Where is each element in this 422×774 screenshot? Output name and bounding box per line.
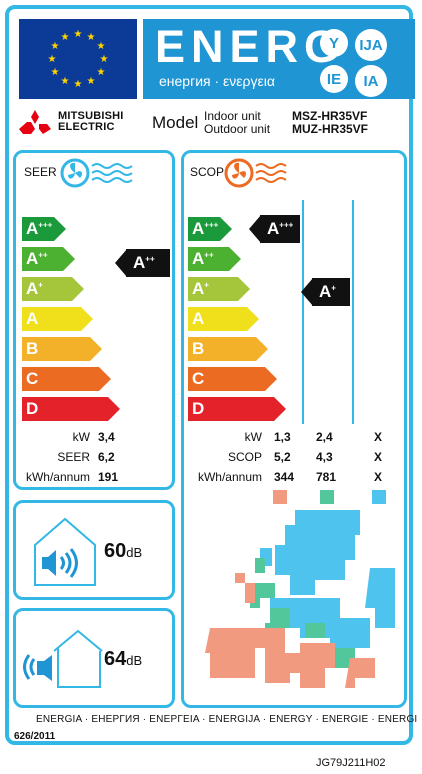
svg-text:★: ★ xyxy=(61,76,70,87)
europe-climate-map xyxy=(205,510,395,688)
energy-banner: ENERG енергия · ενεργεια Y IJA IE IA xyxy=(143,19,415,99)
model-ids: MSZ-HR35VF MUZ-HR35VF xyxy=(292,110,368,136)
scop-rating-warm: A+++ xyxy=(249,215,300,243)
svg-text:★: ★ xyxy=(87,76,96,87)
seer-class-bar: B xyxy=(22,337,102,361)
mitsubishi-diamonds-icon xyxy=(19,110,51,134)
scop-row-scop-label: SCOP xyxy=(227,450,262,464)
scop-class-bar: A++ xyxy=(188,247,241,271)
svg-text:★: ★ xyxy=(51,67,60,78)
energy-title: ENERG xyxy=(155,21,346,72)
scop-row-kw-label: kW xyxy=(244,430,262,444)
lang-badge-ia: IA xyxy=(355,65,387,97)
scop-panel xyxy=(181,150,407,708)
indoor-speaker-icon xyxy=(34,517,96,586)
seer-title: SEER xyxy=(24,165,57,179)
scop-class-bar: A xyxy=(188,307,259,331)
scop-class-bar: D xyxy=(188,397,286,421)
svg-text:★: ★ xyxy=(74,29,83,40)
lang-badge-y: Y xyxy=(320,29,348,57)
seer-panel xyxy=(13,150,175,490)
svg-text:★: ★ xyxy=(100,54,109,65)
eu-flag: ★ ★ ★ ★ ★ ★ ★ ★ ★ ★ ★ ★ xyxy=(19,19,137,99)
indoor-noise-value: 60dB xyxy=(104,540,143,562)
energy-header: ★ ★ ★ ★ ★ ★ ★ ★ ★ ★ ★ ★ ENERG енергия · ενεργεια… xyxy=(11,11,415,99)
scop-kw-average: 2,4 xyxy=(316,430,333,444)
label-code: JG79J211H02 xyxy=(316,757,386,769)
cooling-fan-icon xyxy=(60,158,133,188)
scop-title: SCOP xyxy=(190,165,225,179)
scop-divider-1 xyxy=(302,200,304,424)
energy-subtitle: енергия · ενεργεια xyxy=(159,73,275,89)
label-frame xyxy=(5,5,413,745)
brand-logo: MITSUBISHI ELECTRIC xyxy=(18,110,138,138)
zone-colder-swatch xyxy=(372,490,386,504)
outdoor-model-id: MUZ-HR35VF xyxy=(292,122,369,136)
lang-badge-ija: IJA xyxy=(355,29,387,61)
seer-row-annual-label: kWh/annum xyxy=(25,470,90,484)
scop-divider-2 xyxy=(352,200,354,424)
seer-class-bar: A+++ xyxy=(22,217,66,241)
seer-row-kw-label: kW xyxy=(72,430,90,444)
svg-text:★: ★ xyxy=(74,79,83,90)
seer-row-seer-label: SEER xyxy=(57,450,90,464)
unit-labels: Indoor unit Outdoor unit xyxy=(204,109,271,136)
regulation-number: 626/2011 xyxy=(14,731,56,742)
scop-value-average: 4,3 xyxy=(316,450,333,464)
seer-row-seer-value: 6,2 xyxy=(98,450,115,464)
heating-sun-icon xyxy=(224,158,287,188)
indoor-model-id: MSZ-HR35VF xyxy=(292,109,368,123)
scop-row-annual-label: kWh/annum xyxy=(197,470,262,484)
scop-rating-average: A+ xyxy=(301,278,350,306)
seer-class-bar: A++ xyxy=(22,247,75,271)
seer-class-bar: C xyxy=(22,367,111,391)
scop-kw-warm: 1,3 xyxy=(274,430,291,444)
scop-kw-colder: X xyxy=(374,430,383,444)
svg-text:★: ★ xyxy=(51,41,60,52)
zone-average-swatch xyxy=(320,490,334,504)
footer-languages: ENERGIA · ЕНЕРГИЯ · ΕΝΕΡΓΕΙΑ · ENERGIJA … xyxy=(36,714,418,725)
scop-class-bar: A+++ xyxy=(188,217,232,241)
lang-badge-ie: IE xyxy=(320,65,348,93)
scop-class-bar: A+ xyxy=(188,277,250,301)
svg-text:★: ★ xyxy=(97,67,106,78)
scop-value-warm: 5,2 xyxy=(274,450,291,464)
brand-name: MITSUBISHI ELECTRIC xyxy=(58,110,124,133)
outdoor-noise-panel xyxy=(13,608,175,708)
svg-text:★: ★ xyxy=(97,41,106,52)
zone-warm-swatch xyxy=(273,490,287,504)
model-label: Model xyxy=(152,113,199,132)
scop-class-bar: B xyxy=(188,337,268,361)
scop-annual-warm: 344 xyxy=(274,470,295,484)
seer-class-bar: A xyxy=(22,307,93,331)
seer-rating-marker: A++ xyxy=(115,249,170,277)
scop-value-colder: X xyxy=(374,450,383,464)
svg-text:★: ★ xyxy=(61,32,70,43)
scop-class-bar: C xyxy=(188,367,277,391)
outdoor-noise-value: 64dB xyxy=(104,648,143,670)
scop-annual-colder: X xyxy=(374,470,383,484)
outdoor-speaker-icon xyxy=(23,629,103,688)
seer-row-kw-value: 3,4 xyxy=(98,430,115,444)
scop-annual-average: 781 xyxy=(316,470,337,484)
seer-class-bar: D xyxy=(22,397,120,421)
svg-text:★: ★ xyxy=(87,32,96,43)
svg-text:★: ★ xyxy=(48,54,57,65)
indoor-noise-panel xyxy=(13,500,175,600)
seer-row-annual-value: 191 xyxy=(98,470,119,484)
seer-class-bar: A+ xyxy=(22,277,84,301)
